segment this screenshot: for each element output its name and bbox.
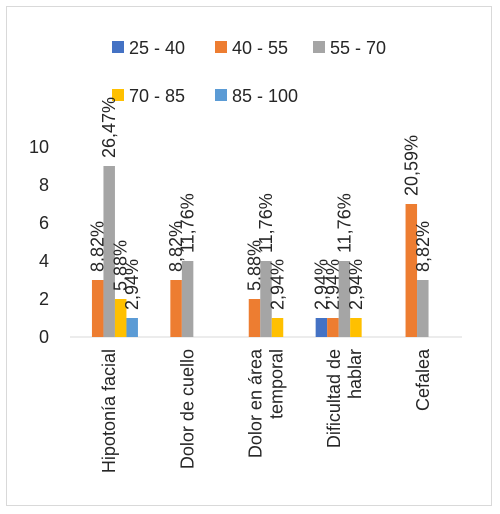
legend-label-0: 25 - 40 — [129, 38, 185, 58]
data-label: 2,94% — [122, 259, 142, 310]
bar — [338, 261, 351, 337]
bar — [271, 318, 284, 337]
bar — [114, 299, 127, 337]
x-category-label: Dificultad de — [324, 349, 344, 448]
data-label: 2,94% — [311, 259, 331, 310]
x-category-label: hablar — [345, 349, 365, 399]
data-label: 8,82% — [166, 221, 186, 272]
data-label: 26,47% — [99, 97, 119, 158]
x-category-label: Cefalea — [413, 348, 433, 411]
legend-swatch-4 — [215, 89, 227, 101]
y-tick-label: 0 — [39, 327, 49, 347]
x-category-label: Hipotonía facial — [99, 349, 119, 473]
data-label: 8,82% — [88, 221, 108, 272]
x-category-label: Dolor de cuello — [178, 349, 198, 469]
bar — [405, 204, 418, 337]
legend-label-2: 55 - 70 — [330, 38, 386, 58]
y-tick-label: 4 — [39, 251, 49, 271]
y-tick-label: 10 — [29, 137, 49, 157]
bar-chart: 25 - 40 40 - 55 55 - 70 70 - 85 85 - 100 0 2 4 6… — [29, 38, 462, 473]
data-label: 2,94% — [323, 259, 343, 310]
bar — [126, 318, 138, 337]
data-label: 11,76% — [256, 193, 276, 253]
y-tick-label: 6 — [39, 213, 49, 233]
legend-swatch-0 — [112, 41, 124, 53]
x-category-label: temporal — [267, 349, 287, 419]
legend-label-3: 70 - 85 — [129, 86, 185, 106]
bar — [170, 280, 182, 337]
chart-frame: 25 - 40 40 - 55 55 - 70 70 - 85 85 - 100 0 2 4 6… — [6, 6, 492, 506]
data-label: 2,94% — [268, 259, 288, 310]
bar — [181, 261, 194, 337]
data-label: 11,76% — [178, 193, 198, 253]
data-label: 11,76% — [334, 193, 354, 253]
bar — [260, 261, 272, 337]
data-label: 5,88% — [245, 240, 265, 291]
legend-swatch-2 — [313, 41, 325, 53]
bar — [248, 299, 261, 337]
data-label: 8,82% — [413, 221, 433, 272]
data-label: 2,94% — [346, 259, 366, 310]
data-label: 20,59% — [401, 135, 421, 196]
bar — [315, 318, 328, 337]
bar — [91, 280, 104, 337]
legend-swatch-1 — [215, 41, 227, 53]
bar — [327, 318, 339, 337]
data-label: 5,88% — [111, 240, 131, 291]
y-tick-label: 8 — [39, 175, 49, 195]
legend-swatch-3 — [112, 89, 124, 101]
x-category-label: Dolor en área — [246, 348, 266, 458]
legend-label-4: 85 - 100 — [232, 86, 298, 106]
y-tick-label: 2 — [39, 289, 49, 309]
legend-label-1: 40 - 55 — [232, 38, 288, 58]
bar — [350, 318, 362, 337]
bar — [417, 280, 429, 337]
bar — [103, 166, 115, 337]
